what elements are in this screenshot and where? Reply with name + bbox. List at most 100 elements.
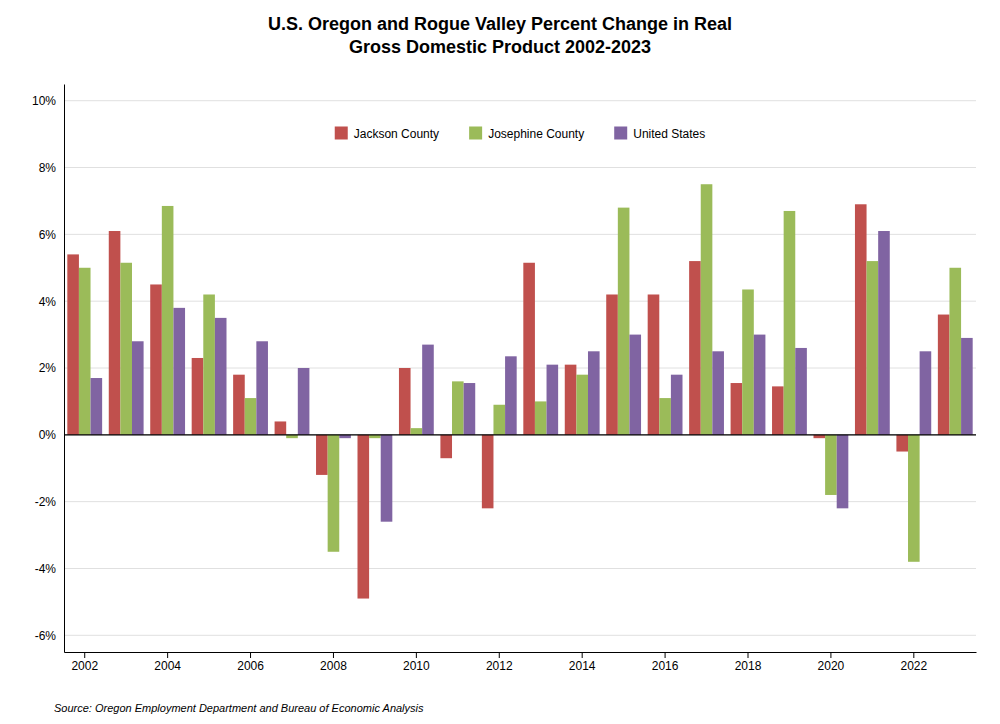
legend-label: Jackson County bbox=[354, 127, 439, 141]
bar bbox=[275, 421, 287, 434]
bar bbox=[606, 294, 618, 434]
tick: 2018 bbox=[735, 652, 762, 673]
bar bbox=[949, 268, 961, 435]
bar-series bbox=[91, 231, 973, 522]
bar bbox=[245, 398, 257, 435]
tick: 2016 bbox=[652, 652, 679, 673]
bar bbox=[961, 338, 973, 435]
tick-label: 2014 bbox=[569, 659, 596, 673]
bar bbox=[825, 435, 837, 495]
tick: 2008 bbox=[320, 652, 347, 673]
bar bbox=[795, 348, 807, 435]
legend-swatch bbox=[614, 127, 627, 140]
bar bbox=[316, 435, 328, 475]
tick-mark bbox=[499, 652, 500, 658]
tick: 10% bbox=[32, 94, 64, 108]
tick: 2022 bbox=[900, 652, 927, 673]
bar bbox=[618, 208, 630, 435]
bar bbox=[452, 381, 464, 434]
bar-series bbox=[67, 204, 949, 598]
bar bbox=[79, 268, 91, 435]
grid-line bbox=[64, 301, 976, 302]
y-axis: -6%-4%-2%0%2%4%6%8%10% bbox=[32, 85, 65, 653]
bar bbox=[754, 335, 766, 435]
tick-mark bbox=[250, 652, 251, 658]
tick-mark bbox=[416, 652, 417, 658]
tick: 8% bbox=[39, 161, 64, 175]
tick-label: -6% bbox=[35, 629, 57, 643]
tick-mark bbox=[84, 652, 85, 658]
bar bbox=[565, 365, 577, 435]
legend: Jackson CountyJosephine CountyUnited Sta… bbox=[335, 127, 706, 141]
plot: -6%-4%-2%0%2%4%6%8%10%200220042006200820… bbox=[32, 85, 977, 673]
tick-label: 2004 bbox=[154, 659, 181, 673]
tick: 2010 bbox=[403, 652, 430, 673]
tick-label: 2% bbox=[39, 361, 57, 375]
zero-line bbox=[64, 434, 976, 435]
bar bbox=[629, 335, 641, 435]
tick: 6% bbox=[39, 228, 64, 242]
tick-label: -2% bbox=[35, 495, 57, 509]
tick-label: 6% bbox=[39, 228, 57, 242]
chart: -6%-4%-2%0%2%4%6%8%10%200220042006200820… bbox=[0, 0, 1000, 724]
grid-line bbox=[64, 568, 976, 569]
bar bbox=[173, 308, 185, 435]
bar bbox=[689, 261, 701, 435]
grid-line bbox=[64, 234, 976, 235]
bar bbox=[855, 204, 867, 435]
bar bbox=[162, 206, 174, 435]
x-axis: 2002 2004 2006 2008 2010 2012 2014 2016 2018 2020… bbox=[65, 652, 977, 673]
tick-label: 0% bbox=[39, 428, 57, 442]
tick: 2002 bbox=[71, 652, 98, 673]
bar bbox=[588, 351, 600, 435]
bar bbox=[878, 231, 890, 435]
bar bbox=[203, 294, 215, 434]
bar bbox=[535, 401, 547, 434]
bar bbox=[659, 398, 671, 435]
tick: -6% bbox=[35, 629, 64, 643]
tick-mark bbox=[333, 652, 334, 658]
bars bbox=[67, 184, 972, 598]
grid-line bbox=[64, 635, 976, 636]
tick-label: 2016 bbox=[652, 659, 679, 673]
tick-mark bbox=[167, 652, 168, 658]
tick-label: 10% bbox=[32, 94, 56, 108]
bar bbox=[837, 435, 849, 509]
legend-item: United States bbox=[614, 127, 705, 141]
tick: 2006 bbox=[237, 652, 264, 673]
legend-label: United States bbox=[633, 127, 705, 141]
bar-series bbox=[79, 184, 961, 562]
bar bbox=[411, 428, 423, 435]
tick: 2012 bbox=[486, 652, 513, 673]
tick-label: 2002 bbox=[71, 659, 98, 673]
bar bbox=[120, 263, 132, 435]
legend-swatch bbox=[335, 127, 348, 140]
bar bbox=[920, 351, 932, 435]
tick: -2% bbox=[35, 495, 64, 509]
tick-label: 8% bbox=[39, 161, 57, 175]
axis-line bbox=[64, 85, 65, 653]
tick: 2004 bbox=[154, 652, 181, 673]
title: U.S. Oregon and Rogue Valley Percent Cha… bbox=[268, 14, 732, 57]
bar bbox=[91, 378, 103, 435]
bar bbox=[731, 383, 743, 435]
tick-label: 2010 bbox=[403, 659, 430, 673]
bar bbox=[523, 263, 535, 435]
tick-mark bbox=[582, 652, 583, 658]
tick-label: 2018 bbox=[735, 659, 762, 673]
source: Source: Oregon Employment Department and… bbox=[54, 702, 424, 714]
bar bbox=[298, 368, 310, 435]
bar bbox=[896, 435, 908, 452]
bar bbox=[908, 435, 920, 562]
tick: 2% bbox=[39, 361, 64, 375]
bar bbox=[192, 358, 204, 435]
tick: 0% bbox=[39, 428, 64, 442]
tick-label: 2008 bbox=[320, 659, 347, 673]
bar bbox=[150, 284, 162, 434]
bar bbox=[67, 254, 79, 434]
tick: 2020 bbox=[818, 652, 845, 673]
bar bbox=[399, 368, 411, 435]
tick-label: 2020 bbox=[818, 659, 845, 673]
legend-item: Jackson County bbox=[335, 127, 439, 141]
grid-line bbox=[64, 434, 976, 435]
